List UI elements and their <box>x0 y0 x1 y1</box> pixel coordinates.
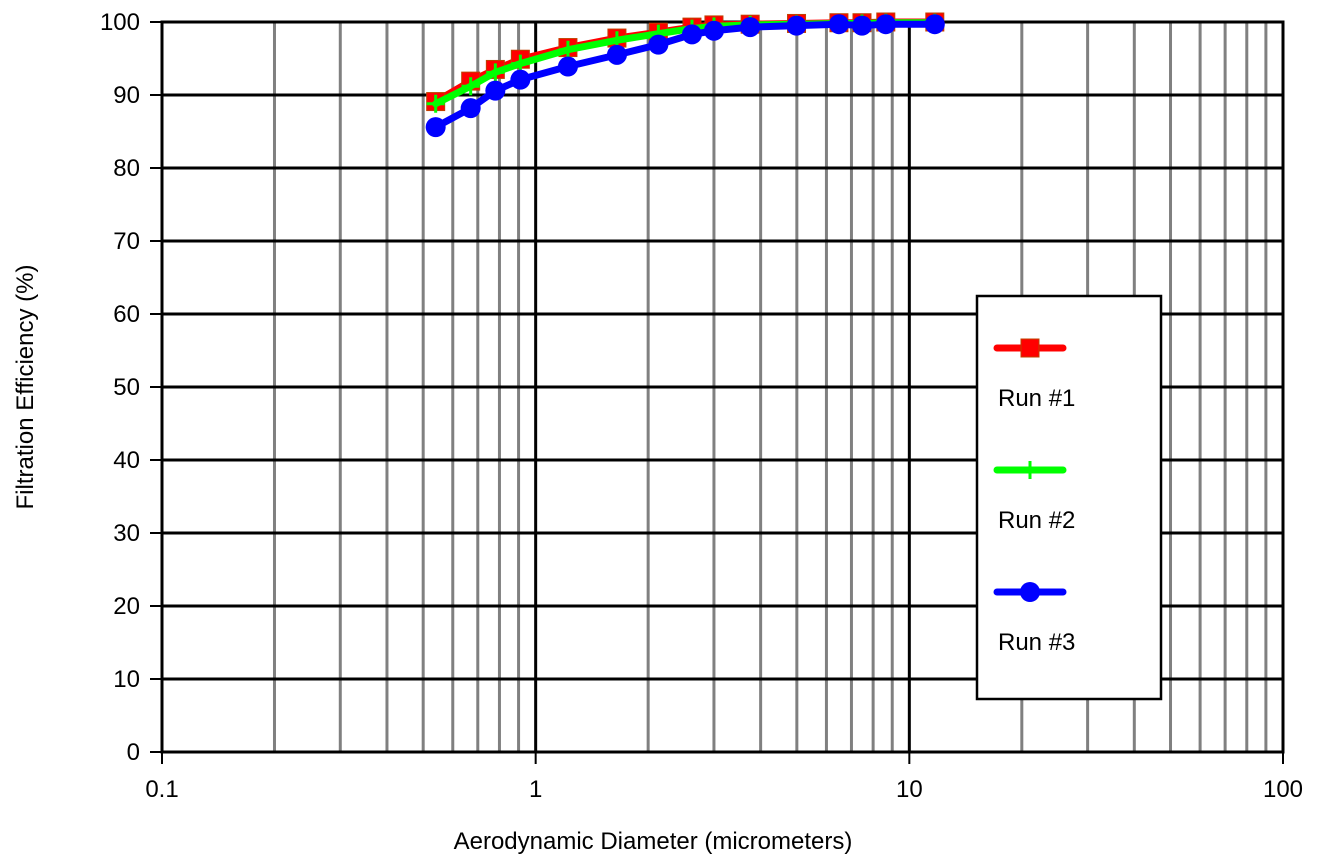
data-point <box>486 63 505 82</box>
data-point <box>606 44 627 65</box>
data-point <box>648 34 669 55</box>
legend-entry-3: Run #3 <box>993 582 1075 656</box>
x-tick-label: 1 <box>529 776 542 803</box>
y-tick-label: 0 <box>127 739 140 766</box>
x-tick-label: 0.1 <box>145 776 178 803</box>
legend-marker <box>1021 461 1039 479</box>
data-point <box>681 24 702 45</box>
y-tick-label: 10 <box>113 666 140 693</box>
legend-marker <box>1020 582 1040 602</box>
data-point <box>828 14 849 35</box>
data-point <box>426 94 445 113</box>
data-point <box>461 77 480 96</box>
data-point <box>425 117 446 138</box>
x-axis-title: Aerodynamic Diameter (micrometers) <box>454 828 853 855</box>
x-tick-label: 100 <box>1263 776 1303 803</box>
data-point <box>924 14 945 35</box>
y-tick-label: 70 <box>113 228 140 255</box>
legend-entry-2: Run #2 <box>993 461 1075 534</box>
data-series <box>425 12 945 138</box>
axis-tick-labels: 0 10 20 30 40 50 60 70 80 90 100 0.1 1 10 100 <box>100 9 1303 803</box>
legend-entry-1: Run #1 <box>993 338 1075 412</box>
x-tick-label: 10 <box>896 776 923 803</box>
y-tick-label: 30 <box>113 520 140 547</box>
data-point <box>558 40 577 59</box>
y-tick-label: 50 <box>113 374 140 401</box>
y-tick-label: 90 <box>113 82 140 109</box>
legend-label: Run #1 <box>998 385 1075 412</box>
data-point <box>511 54 530 73</box>
data-point <box>485 80 506 101</box>
legend: Run #1 Run #2 Run #3 <box>975 294 1163 701</box>
data-point <box>510 69 531 90</box>
data-point <box>703 20 724 41</box>
legend-box <box>975 294 1163 701</box>
legend-label: Run #2 <box>998 507 1075 534</box>
series-3 <box>425 14 945 138</box>
y-tick-label: 100 <box>100 9 140 36</box>
y-tick-label: 60 <box>113 301 140 328</box>
legend-marker <box>1020 338 1040 358</box>
data-point <box>460 98 481 119</box>
data-point <box>740 17 761 38</box>
y-tick-label: 20 <box>113 593 140 620</box>
legend-label: Run #3 <box>998 629 1075 656</box>
y-axis-title: Filtration Efficiency (%) <box>12 265 39 510</box>
y-tick-label: 40 <box>113 447 140 474</box>
data-point <box>786 15 807 36</box>
data-point <box>875 14 896 35</box>
data-point <box>557 56 578 77</box>
y-tick-label: 80 <box>113 155 140 182</box>
data-point <box>851 15 872 36</box>
